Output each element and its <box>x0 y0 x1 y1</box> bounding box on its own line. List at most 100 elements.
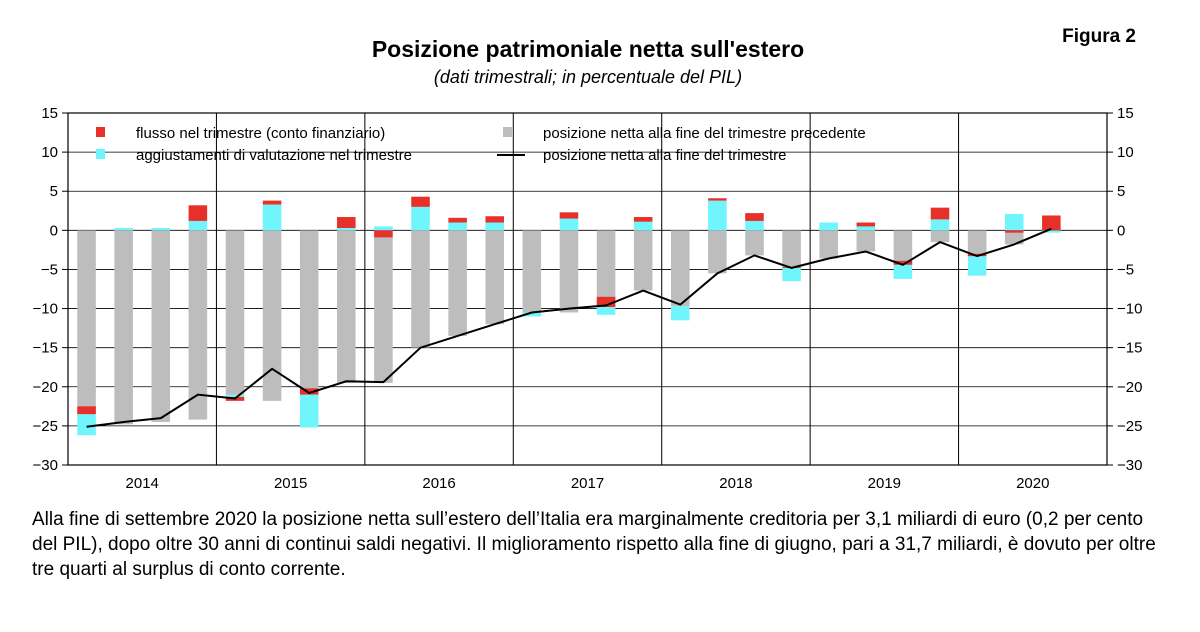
legend-label: flusso nel trimestre (conto finanziario) <box>136 125 385 142</box>
bar-financial-flow <box>188 205 208 221</box>
bar-financial-flow <box>856 222 876 227</box>
bar-previous-position <box>745 230 764 256</box>
bar-financial-flow <box>559 212 579 219</box>
bar-financial-flow <box>337 217 356 228</box>
bar-valuation-adjustment <box>485 222 505 231</box>
bar-valuation-adjustment <box>151 227 171 231</box>
y-tick-label-right: 5 <box>1117 183 1125 200</box>
bar-previous-position <box>299 230 319 395</box>
chart: flusso nel trimestre (conto finanziario)… <box>33 105 1143 492</box>
y-tick-label-left: −15 <box>33 340 58 357</box>
bar-valuation-adjustment <box>262 204 282 231</box>
y-tick-label-left: −30 <box>33 457 58 474</box>
x-tick-label: 2019 <box>868 475 901 492</box>
bar-previous-position <box>893 230 913 265</box>
legend-swatch <box>503 127 512 137</box>
x-tick-label: 2018 <box>719 475 752 492</box>
y-tick-label-left: 0 <box>50 222 58 239</box>
bar-valuation-adjustment <box>893 264 913 279</box>
bar-financial-flow <box>485 216 505 223</box>
y-tick-label-right: 10 <box>1117 144 1134 161</box>
bar-financial-flow <box>411 196 430 207</box>
legend-swatch <box>96 149 105 159</box>
bar-valuation-adjustment <box>299 394 319 428</box>
bar-valuation-adjustment <box>114 227 133 231</box>
bar-previous-position <box>114 230 133 425</box>
legend: flusso nel trimestre (conto finanziario)… <box>96 125 866 164</box>
bar-valuation-adjustment <box>188 220 208 231</box>
bar-valuation-adjustment <box>967 256 987 276</box>
bar-financial-flow <box>77 406 96 415</box>
bar-previous-position <box>374 230 393 383</box>
legend-label: posizione netta alla fine del trimestre <box>543 147 786 164</box>
y-tick-label-right: −20 <box>1117 379 1142 396</box>
x-tick-label: 2016 <box>422 475 455 492</box>
bar-previous-position <box>262 230 282 401</box>
bar-previous-position <box>77 230 96 415</box>
chart-subtitle: (dati trimestrali; in percentuale del PI… <box>433 67 743 87</box>
bar-previous-position <box>708 230 727 274</box>
bar-financial-flow <box>299 388 319 395</box>
bar-previous-position <box>856 230 876 252</box>
bar-financial-flow <box>633 217 653 222</box>
bar-previous-position <box>225 230 245 395</box>
bar-valuation-adjustment <box>819 222 838 231</box>
y-tick-label-left: −20 <box>33 379 58 396</box>
y-tick-label-right: −25 <box>1117 418 1142 435</box>
bar-valuation-adjustment <box>1004 213 1024 231</box>
y-tick-label-left: −10 <box>33 301 58 318</box>
y-tick-label-left: 5 <box>50 183 58 200</box>
bar-valuation-adjustment <box>856 226 876 231</box>
net-position-line <box>86 227 1052 428</box>
bar-valuation-adjustment <box>745 220 764 231</box>
y-tick-label-left: −5 <box>41 261 58 278</box>
y-tick-label-right: −30 <box>1117 457 1142 474</box>
bar-valuation-adjustment <box>596 306 616 315</box>
bar-valuation-adjustment <box>559 218 579 231</box>
bar-previous-position <box>633 230 653 291</box>
bar-financial-flow <box>1004 230 1024 233</box>
bar-previous-position <box>151 230 171 422</box>
caption: Alla fine di settembre 2020 la posizione… <box>32 509 1156 580</box>
x-tick-label: 2014 <box>126 475 159 492</box>
bar-previous-position <box>819 230 838 259</box>
bar-valuation-adjustment <box>77 414 96 436</box>
x-tick-label: 2017 <box>571 475 604 492</box>
plot-frame <box>67 112 1108 466</box>
bar-financial-flow <box>745 213 764 221</box>
x-tick-label: 2015 <box>274 475 307 492</box>
y-tick-label-left: 15 <box>41 105 58 122</box>
bar-financial-flow <box>262 200 282 205</box>
bar-financial-flow <box>893 260 913 265</box>
bar-valuation-adjustment <box>930 219 950 231</box>
bar-valuation-adjustment <box>782 267 801 282</box>
bar-valuation-adjustment <box>708 200 727 231</box>
legend-label: aggiustamenti di valutazione nel trimest… <box>136 147 412 164</box>
grid-lines <box>68 112 1107 466</box>
legend-label: posizione netta alla fine del trimestre … <box>543 125 866 142</box>
bar-previous-position <box>670 230 690 307</box>
y-tick-label-right: −10 <box>1117 301 1142 318</box>
net-position-line-path <box>86 227 1052 428</box>
bar-previous-position <box>782 230 801 268</box>
bar-financial-flow <box>448 217 467 223</box>
axes: 15 15 10 10 5 5 0 0 −5 −5 −10 −10 −15 −15 −20 −20 −25 −25… <box>33 105 1143 492</box>
bar-financial-flow <box>374 230 393 238</box>
bar-valuation-adjustment <box>1042 230 1061 233</box>
bar-previous-position <box>411 230 430 348</box>
bar-financial-flow <box>930 207 950 220</box>
bar-financial-flow <box>967 253 987 257</box>
bar-previous-position <box>188 230 208 420</box>
bar-valuation-adjustment <box>337 227 356 231</box>
bars <box>77 196 1061 436</box>
y-tick-label-left: 10 <box>41 144 58 161</box>
bar-valuation-adjustment <box>225 394 245 397</box>
bar-previous-position <box>448 230 467 336</box>
y-tick-label-right: 15 <box>1117 105 1134 122</box>
y-tick-label-right: −5 <box>1117 261 1134 278</box>
bar-financial-flow <box>708 198 727 201</box>
figure-label: Figura 2 <box>1062 26 1136 47</box>
bar-valuation-adjustment <box>411 206 430 231</box>
bar-previous-position <box>596 230 616 307</box>
bar-previous-position <box>967 230 987 257</box>
